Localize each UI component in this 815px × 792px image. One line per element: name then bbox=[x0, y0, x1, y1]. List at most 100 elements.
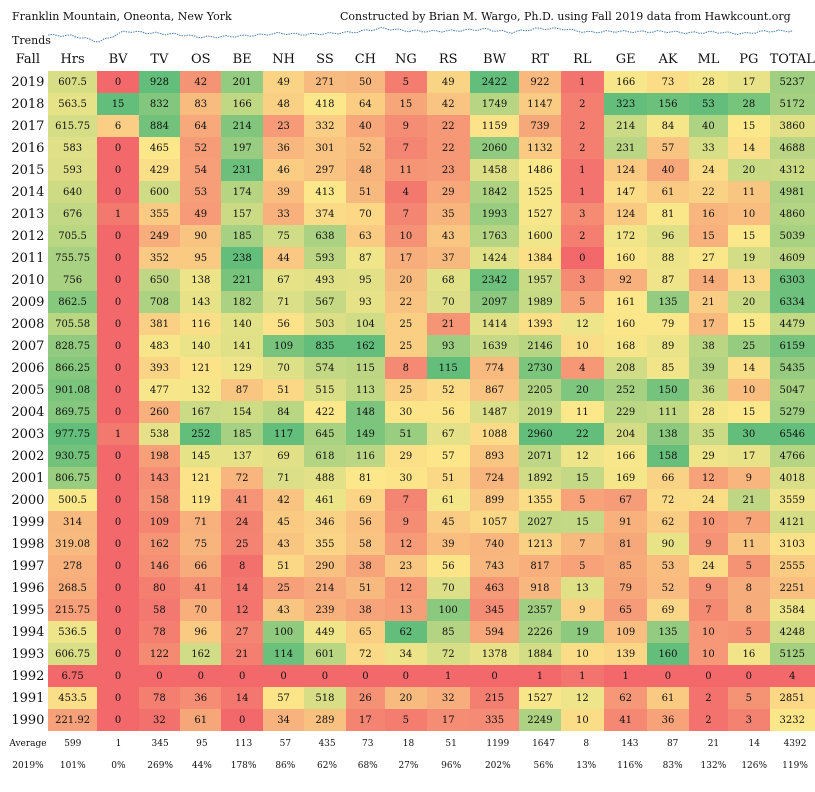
heat-cell-pg: 20 bbox=[728, 159, 770, 181]
heat-cell-be: 0 bbox=[221, 665, 263, 687]
heat-cell-bw: 2342 bbox=[469, 269, 520, 291]
heat-cell-bv: 1 bbox=[97, 423, 139, 445]
summary-cell-tv: 269% bbox=[147, 761, 173, 771]
year-label: 2010 bbox=[11, 272, 45, 288]
table-row: 1992 6.75 0 0 0 0 0 0 0 0 1 0 1 1 1 0 0 0 4 bbox=[8, 665, 815, 687]
heat-cell-tv: 352 bbox=[138, 247, 181, 269]
heat-cell-ch: 38 bbox=[345, 599, 386, 621]
heat-cell-rs: 35 bbox=[426, 203, 470, 225]
heat-cell-ge: 204 bbox=[603, 423, 648, 445]
heat-cell-bv: 1 bbox=[97, 203, 139, 225]
heat-cell-rt: 1393 bbox=[519, 313, 561, 335]
heat-cell-hrs: 705.5 bbox=[47, 225, 98, 247]
heat-cell-nh: 42 bbox=[262, 489, 305, 511]
heat-cell-total: 5039 bbox=[769, 225, 815, 247]
heat-cell-total: 4312 bbox=[769, 159, 815, 181]
heat-cell-os: 95 bbox=[180, 247, 222, 269]
heat-cell-nh: 71 bbox=[262, 467, 305, 489]
heat-cell-ch: 95 bbox=[345, 269, 386, 291]
heat-cell-ge: 214 bbox=[603, 115, 648, 137]
table-row: 2019 607.5 0 928 42 201 49 271 50 5 49 2422 922 1 166 7… bbox=[8, 71, 815, 93]
heat-cell-tv: 465 bbox=[138, 137, 181, 159]
heat-cell-be: 157 bbox=[221, 203, 263, 225]
heat-cell-ml: 16 bbox=[688, 203, 729, 225]
table-row: 2006 866.25 0 393 121 129 70 574 115 8 115 774 2730 4… bbox=[8, 357, 815, 379]
heat-cell-os: 61 bbox=[180, 709, 222, 731]
summary-cell-bv: 0% bbox=[111, 761, 126, 771]
heat-cell-ch: 93 bbox=[345, 291, 386, 313]
table-row: 2001 806.75 0 143 121 72 71 488 81 30 51 724 1892 15 1… bbox=[8, 467, 815, 489]
heat-cell-hrs: 640 bbox=[47, 181, 98, 203]
heat-cell-rs: 72 bbox=[426, 643, 470, 665]
summary-cell-rl: 13% bbox=[576, 761, 597, 771]
heat-cell-os: 64 bbox=[180, 115, 222, 137]
heat-cell-rt: 2027 bbox=[519, 511, 561, 533]
heat-cell-ss: 355 bbox=[304, 533, 346, 555]
summary-label: Average bbox=[9, 739, 47, 749]
heat-cell-nh: 69 bbox=[262, 445, 305, 467]
heat-cell-pg: 15 bbox=[728, 401, 770, 423]
heat-cell-ng: 29 bbox=[385, 445, 427, 467]
summary-cell-rt: 1647 bbox=[532, 739, 555, 749]
heat-cell-ch: 69 bbox=[345, 489, 386, 511]
heat-cell-be: 72 bbox=[221, 467, 263, 489]
summary-cell-bw: 202% bbox=[484, 761, 511, 771]
heat-cell-ak: 135 bbox=[647, 291, 689, 313]
heat-cell-rs: 51 bbox=[426, 467, 470, 489]
heat-cell-ml: 27 bbox=[688, 247, 729, 269]
heat-cell-ng: 30 bbox=[385, 401, 427, 423]
heat-cell-rs: 100 bbox=[426, 599, 470, 621]
column-header-ng: NG bbox=[394, 51, 417, 67]
heat-cell-pg: 7 bbox=[728, 511, 770, 533]
heat-cell-ak: 57 bbox=[647, 137, 689, 159]
heat-cell-os: 70 bbox=[180, 599, 222, 621]
heat-cell-os: 252 bbox=[180, 423, 222, 445]
year-label: 2006 bbox=[11, 360, 45, 376]
heat-cell-bv: 0 bbox=[97, 643, 139, 665]
heat-cell-ml: 36 bbox=[688, 379, 729, 401]
heatmap-table: Fall Hrs BV TV OS BE NH SS CH NG RS BW RT RL GE AK ML PG T… bbox=[8, 47, 815, 731]
heat-cell-ng: 34 bbox=[385, 643, 427, 665]
heat-cell-tv: 393 bbox=[138, 357, 181, 379]
heat-cell-rt: 1486 bbox=[519, 159, 561, 181]
heat-cell-nh: 49 bbox=[262, 71, 305, 93]
heat-cell-total: 3103 bbox=[769, 533, 815, 555]
heat-cell-rt: 2019 bbox=[519, 401, 561, 423]
column-header-ak: AK bbox=[658, 51, 678, 67]
heat-cell-total: 6334 bbox=[769, 291, 815, 313]
heat-cell-tv: 483 bbox=[138, 335, 181, 357]
heat-cell-be: 154 bbox=[221, 401, 263, 423]
heat-cell-ml: 9 bbox=[688, 577, 729, 599]
heat-cell-ak: 62 bbox=[647, 511, 689, 533]
heat-cell-bv: 0 bbox=[97, 511, 139, 533]
heat-cell-bw: 2422 bbox=[469, 71, 520, 93]
heat-cell-ss: 601 bbox=[304, 643, 346, 665]
table-row: 2003 977.75 1 538 252 185 117 645 149 51 67 1088 296… bbox=[8, 423, 815, 445]
heat-cell-nh: 51 bbox=[262, 379, 305, 401]
year-label: 2017 bbox=[11, 118, 45, 134]
heat-cell-rl: 5 bbox=[560, 291, 604, 313]
heat-cell-rt: 739 bbox=[519, 115, 561, 137]
heat-cell-nh: 36 bbox=[262, 137, 305, 159]
heat-cell-ak: 61 bbox=[647, 687, 689, 709]
heat-cell-ch: 70 bbox=[345, 203, 386, 225]
heat-cell-nh: 114 bbox=[262, 643, 305, 665]
heat-cell-be: 21 bbox=[221, 643, 263, 665]
table-row: 2004 869.75 0 260 167 154 84 422 148 30 56 1487 2019… bbox=[8, 401, 815, 423]
year-label: 2005 bbox=[11, 382, 45, 398]
heat-cell-total: 2251 bbox=[769, 577, 815, 599]
heat-cell-total: 3584 bbox=[769, 599, 815, 621]
heat-cell-ak: 87 bbox=[647, 269, 689, 291]
heat-cell-bw: 1159 bbox=[469, 115, 520, 137]
heat-cell-os: 162 bbox=[180, 643, 222, 665]
heat-cell-rl: 19 bbox=[560, 621, 604, 643]
heat-cell-nh: 43 bbox=[262, 533, 305, 555]
heat-cell-tv: 122 bbox=[138, 643, 181, 665]
heat-cell-bw: 743 bbox=[469, 555, 520, 577]
heat-cell-be: 141 bbox=[221, 335, 263, 357]
heat-cell-be: 231 bbox=[221, 159, 263, 181]
heat-cell-rt: 817 bbox=[519, 555, 561, 577]
heat-cell-rt: 1147 bbox=[519, 93, 561, 115]
heat-cell-ss: 346 bbox=[304, 511, 346, 533]
heat-cell-rs: 93 bbox=[426, 335, 470, 357]
